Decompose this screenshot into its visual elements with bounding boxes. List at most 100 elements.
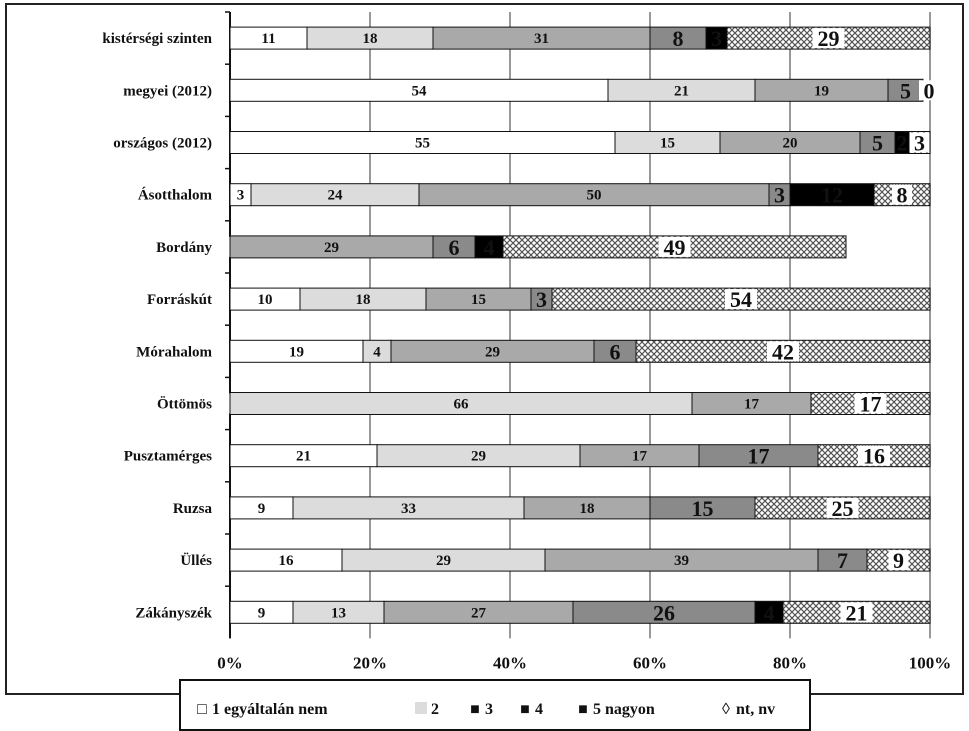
data-label-bg — [255, 28, 282, 49]
data-label-bg — [812, 28, 845, 49]
data-label: 29 — [324, 240, 339, 256]
data-label-bg — [444, 236, 464, 257]
data-label-bg — [479, 341, 506, 362]
data-label-bg — [605, 341, 625, 362]
legend-swatch: ■ — [578, 701, 588, 718]
bars-group: 1118318329542119505515205233245031280296… — [227, 26, 939, 625]
data-label-bg — [654, 132, 681, 153]
data-label-bg — [318, 236, 345, 257]
data-label: 33 — [401, 501, 416, 517]
data-label: 8 — [673, 26, 684, 51]
legend-label: 2 — [431, 701, 439, 718]
data-label: 18 — [580, 501, 595, 517]
data-label-bg — [395, 497, 422, 518]
legend-label: 1 egyáltalán nem — [212, 701, 328, 718]
category-label: megyei (2012) — [123, 83, 212, 99]
category-label: Mórahalom — [136, 344, 212, 360]
data-label: 11 — [261, 31, 275, 47]
data-label-bg — [350, 289, 376, 310]
data-label-bg — [465, 602, 492, 623]
x-tick-label: 60% — [633, 653, 667, 672]
data-label-bg — [465, 445, 492, 466]
data-label: 0 — [924, 78, 935, 103]
data-label: 4 — [484, 235, 495, 260]
data-label: 13 — [331, 605, 346, 621]
data-label-bg — [531, 289, 552, 310]
data-label: 25 — [832, 496, 854, 521]
data-label-bg — [528, 28, 555, 49]
data-label-bg — [368, 341, 386, 362]
data-label: 54 — [730, 287, 752, 312]
data-label-bg — [253, 497, 270, 518]
data-label: 20 — [783, 136, 798, 152]
data-label: 3 — [711, 26, 722, 51]
data-label: 27 — [471, 605, 487, 621]
x-tick-label: 20% — [353, 653, 387, 672]
data-label: 3 — [914, 131, 925, 156]
data-label: 4 — [373, 344, 381, 360]
data-label-bg — [742, 445, 775, 466]
legend-box — [179, 679, 811, 731]
data-label-bg — [252, 289, 278, 310]
data-label-bg — [767, 341, 799, 362]
data-label-bg — [888, 550, 909, 571]
data-label: 17 — [632, 449, 648, 465]
data-label: 50 — [587, 188, 602, 204]
data-label: 21 — [846, 600, 868, 625]
legend-swatch: ■ — [520, 701, 530, 718]
data-label: 3 — [536, 287, 547, 312]
data-label-bg — [253, 602, 270, 623]
legend-label: 3 — [485, 701, 493, 718]
category-label: Zákányszék — [135, 605, 212, 621]
legend-swatch: ◊ — [722, 701, 730, 718]
data-label-bg — [840, 602, 873, 623]
data-label-bg — [858, 445, 890, 466]
data-label: 2 — [897, 131, 908, 156]
legend-swatch — [415, 702, 427, 714]
data-label: 18 — [363, 31, 378, 47]
legend: □ 1 egyáltalán nem 2 ■ 3 ■ 4 ■ 5 nagyon ◊ nt, nv — [179, 679, 811, 731]
data-label: 24 — [328, 188, 344, 204]
data-label: 39 — [674, 553, 689, 569]
category-labels: kistérségi szinten megyei (2012) országos … — [102, 11, 230, 621]
data-label: 42 — [772, 339, 794, 364]
data-label: 19 — [289, 344, 304, 360]
x-axis-ticks: 0% 20% 40% 60% 80% 100% — [217, 653, 951, 672]
category-label: Öttömös — [157, 396, 212, 413]
x-tick-label: 80% — [773, 653, 807, 672]
data-label: 6 — [449, 235, 460, 260]
data-label: 6 — [610, 339, 621, 364]
data-label: 8 — [897, 183, 908, 208]
data-label: 29 — [471, 449, 486, 465]
data-label: 9 — [893, 548, 904, 573]
legend-label: 5 nagyon — [593, 701, 655, 718]
data-label: 17 — [860, 392, 882, 417]
category-label: országos (2012) — [113, 136, 212, 152]
data-label: 55 — [415, 136, 430, 152]
category-label: Ásotthalom — [138, 187, 213, 204]
legend-label: 4 — [535, 701, 543, 718]
data-label-bg — [290, 445, 317, 466]
x-tick-label: 100% — [909, 653, 952, 672]
data-label: 16 — [279, 553, 295, 569]
data-label: 21 — [674, 83, 689, 99]
data-label: 7 — [837, 548, 848, 573]
data-label-bg — [465, 289, 492, 310]
category-label: Ruzsa — [173, 501, 213, 517]
data-label: 26 — [653, 600, 675, 625]
data-label: 29 — [485, 344, 500, 360]
legend-swatch: □ — [197, 701, 207, 718]
data-label-bg — [448, 393, 474, 414]
legend-swatch: ■ — [470, 701, 480, 718]
data-label-bg — [769, 184, 790, 205]
data-label-bg — [895, 80, 916, 101]
data-label-bg — [826, 497, 859, 518]
data-label-bg — [322, 184, 348, 205]
data-label-bg — [430, 550, 457, 571]
data-label: 9 — [258, 605, 266, 621]
data-label: 17 — [744, 397, 760, 413]
data-label-bg — [909, 132, 930, 153]
data-label: 4 — [764, 600, 775, 625]
data-label: 15 — [660, 136, 675, 152]
